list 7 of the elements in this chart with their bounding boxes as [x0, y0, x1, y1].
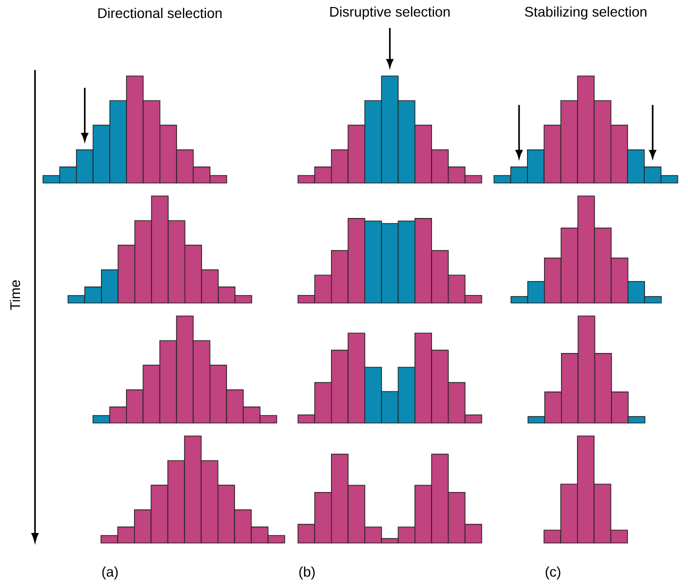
- chart-title: Directional selection: [98, 8, 222, 18]
- chart-title: Stabilizing selection: [525, 6, 646, 20]
- x-axis-title: (c): [546, 566, 560, 580]
- text: Time: [10, 280, 20, 310]
- x-axis-title: (a): [102, 566, 118, 580]
- chart-title: Disruptive selection: [330, 6, 450, 20]
- x-axis-title: (b): [299, 566, 315, 580]
